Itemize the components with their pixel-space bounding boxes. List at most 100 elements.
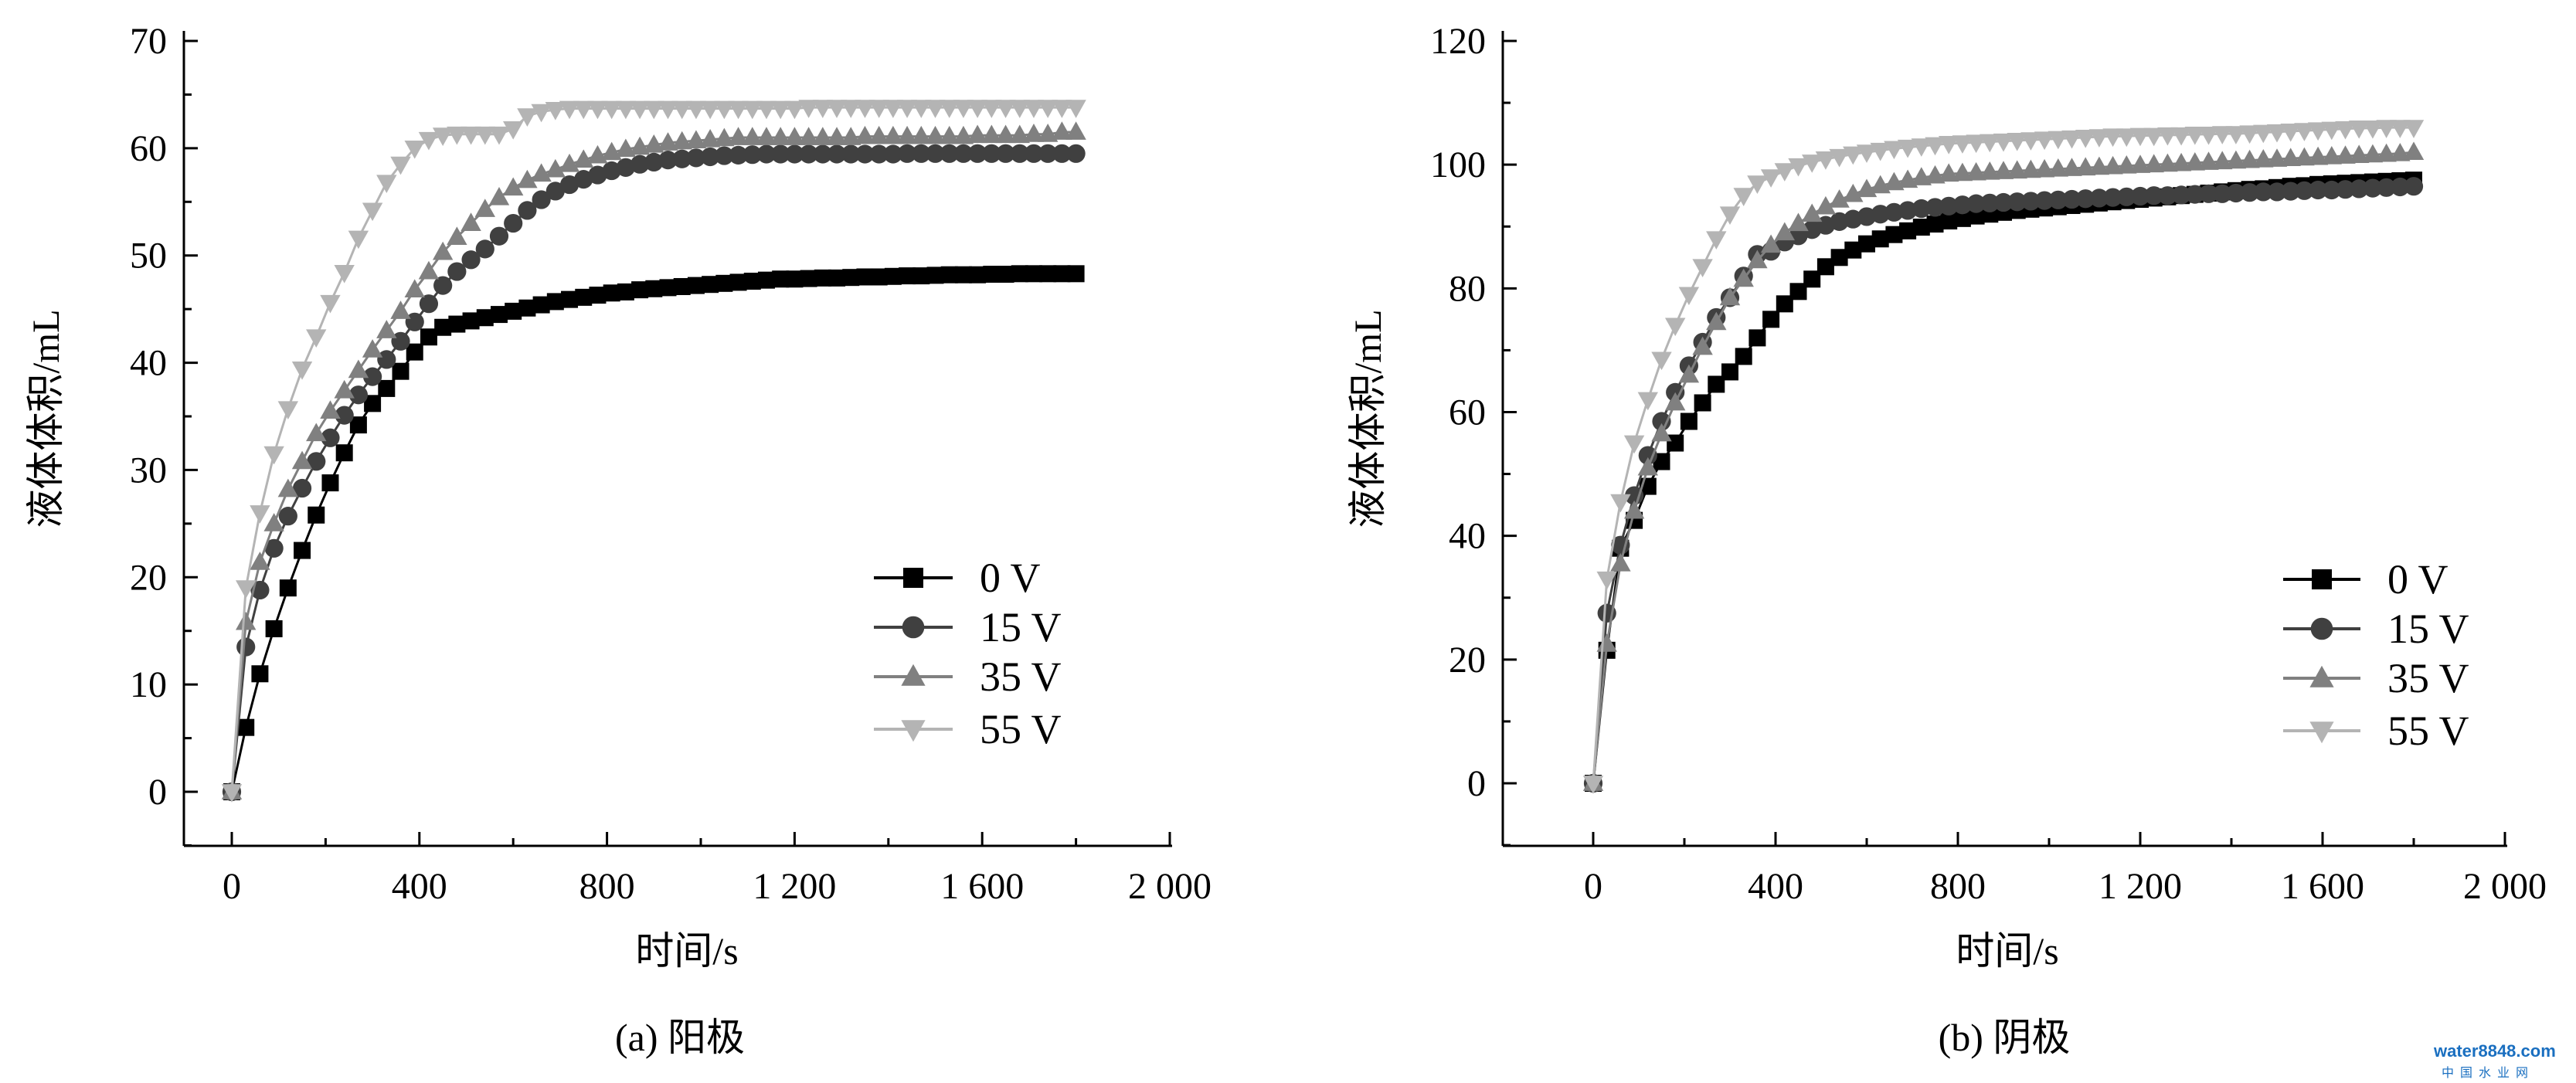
data-point [221, 784, 243, 803]
y-tick-label: 0 [1467, 763, 1486, 804]
data-point [503, 121, 524, 140]
legend-marker-triangle-down-icon [901, 720, 926, 742]
data-point [1009, 100, 1030, 118]
watermark-logo: water8848.com 中国水业网 [2433, 1041, 2556, 1080]
data-point [2349, 121, 2370, 139]
data-point [1788, 212, 1809, 232]
data-point [2158, 186, 2177, 205]
data-point [2309, 180, 2328, 200]
data-point [279, 579, 297, 597]
data-point [828, 269, 846, 287]
data-point [292, 478, 312, 498]
series-line [1592, 185, 2415, 784]
legend-marker-triangle-up-icon [901, 664, 926, 686]
data-point [250, 552, 270, 570]
data-point [756, 127, 777, 145]
data-point [1037, 124, 1059, 142]
data-point [348, 359, 369, 379]
y-tick-label: 20 [1449, 640, 1486, 681]
data-point [1952, 162, 1973, 182]
data-point [658, 132, 678, 151]
data-point [1843, 183, 1864, 202]
data-point [1829, 189, 1850, 208]
data-point [870, 268, 888, 286]
data-point [997, 266, 1014, 283]
data-point [2390, 120, 2411, 138]
data-point [2116, 128, 2137, 148]
data-point [2048, 158, 2068, 177]
data-point [532, 190, 551, 209]
data-point [729, 145, 748, 165]
data-point [2281, 182, 2300, 201]
data-point [1774, 222, 1795, 241]
data-point [2253, 149, 2274, 168]
data-point [1803, 270, 1821, 288]
data-point [2403, 120, 2425, 138]
data-point [460, 126, 481, 145]
data-point [505, 302, 522, 320]
data-point [1065, 100, 1086, 118]
data-point [2212, 151, 2233, 170]
data-point [320, 294, 341, 314]
data-point [911, 125, 932, 144]
data-point [2157, 127, 2178, 146]
data-point [1596, 571, 1617, 590]
data-point [2116, 155, 2137, 174]
data-point [2129, 154, 2151, 173]
x-tick-label: 400 [1748, 866, 1803, 907]
data-point [953, 100, 974, 118]
data-point [306, 423, 327, 442]
data-point [1694, 394, 1711, 412]
y-tick-label: 60 [1449, 392, 1486, 433]
data-point [2390, 143, 2411, 161]
data-point [996, 144, 1015, 163]
data-point [2198, 151, 2219, 170]
data-point [882, 100, 904, 118]
data-point [658, 100, 678, 120]
data-point [1926, 216, 1944, 233]
data-point [2035, 191, 2054, 210]
data-point [926, 267, 944, 284]
data-point [1856, 144, 1878, 163]
data-point [868, 100, 889, 118]
data-point [418, 260, 440, 280]
data-point [1719, 206, 1741, 225]
data-point [406, 343, 423, 361]
data-point [644, 152, 664, 172]
data-point [420, 328, 437, 346]
data-point [390, 156, 411, 175]
data-point [1802, 154, 1823, 173]
data-point [2225, 126, 2247, 144]
data-point [587, 100, 608, 120]
data-point [969, 266, 987, 283]
data-point [812, 127, 834, 145]
x-tick-label: 1 600 [940, 866, 1024, 907]
data-point [1760, 234, 1782, 253]
data-point [378, 379, 396, 397]
data-point [376, 320, 397, 338]
data-point [982, 144, 1001, 163]
data-point [364, 395, 382, 412]
data-point [447, 262, 467, 281]
data-point [770, 100, 791, 120]
y-tick-label: 30 [130, 450, 167, 491]
data-point [1651, 351, 1672, 371]
data-point [2198, 127, 2219, 145]
series-0v [1585, 171, 2422, 792]
data-point [348, 385, 368, 405]
data-point [2321, 146, 2342, 165]
y-tick-label: 100 [1430, 144, 1486, 185]
data-point [390, 300, 411, 319]
data-point [418, 131, 440, 151]
series-line [1592, 178, 2415, 784]
data-point [981, 124, 1002, 144]
data-point [2007, 160, 2027, 179]
data-point [940, 144, 959, 163]
x-tick-label: 1 600 [2281, 866, 2364, 907]
x-tick-label: 1 200 [753, 866, 836, 907]
data-point [687, 277, 705, 294]
data-point [489, 226, 509, 246]
y-tick-label: 0 [148, 772, 167, 813]
x-tick-label: 2 000 [2463, 866, 2547, 907]
